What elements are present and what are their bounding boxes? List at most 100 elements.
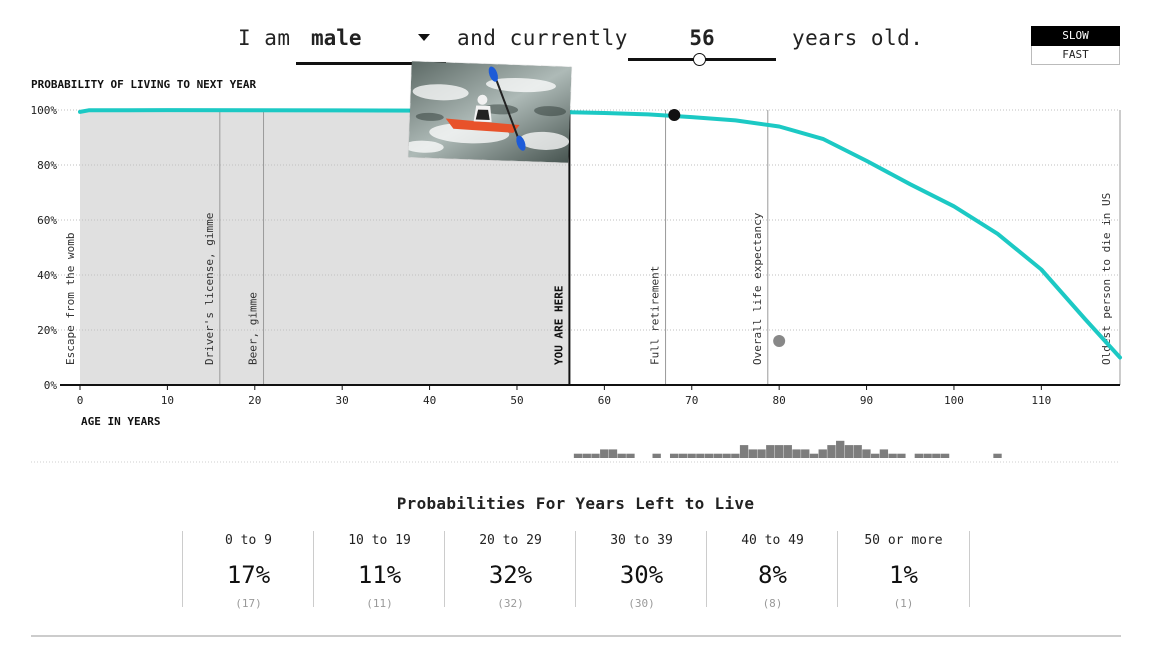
age-value: 56 — [689, 26, 715, 50]
histogram-bar — [704, 453, 714, 458]
bin-label: 10 to 19 — [348, 533, 411, 548]
you-are-here-label: YOU ARE HERE — [552, 286, 565, 365]
speed-toggle: SLOW FAST — [1031, 26, 1120, 65]
histogram-bar — [940, 453, 950, 458]
bin-percent: 11% — [357, 561, 402, 589]
x-tick-label: 80 — [773, 394, 786, 407]
histogram-bar — [678, 453, 688, 458]
bin-percent: 1% — [889, 561, 918, 589]
sex-select-value: male — [311, 26, 362, 50]
prefix-text: I am — [238, 26, 291, 50]
bin-20-29: 20 to 29 32% (32) — [444, 531, 576, 610]
bin-label: 20 to 29 — [479, 533, 542, 548]
kayaker-photo — [408, 61, 572, 163]
x-tick-label: 60 — [598, 394, 611, 407]
histogram-bar — [573, 453, 583, 458]
histogram-bar — [923, 453, 932, 458]
milestone-label: Driver's license, gimme — [203, 213, 216, 365]
bin-percent: 17% — [226, 561, 271, 589]
sentence-controls: I am male and currently 56 years old. — [0, 22, 1151, 66]
bin-40-49: 40 to 49 8% (8) — [706, 531, 838, 610]
x-tick-label: 20 — [248, 394, 261, 407]
histogram-bar — [844, 445, 854, 458]
y-tick-label: 0% — [44, 379, 58, 392]
chevron-down-icon — [418, 34, 430, 41]
histogram-bar — [608, 449, 618, 458]
histogram-bar — [617, 453, 626, 458]
histogram-bar — [731, 453, 740, 458]
bin-0-9: 0 to 9 17% (17) — [182, 531, 314, 610]
bin-percent: 8% — [758, 561, 787, 589]
histogram-bar — [766, 445, 775, 458]
simulation-marker — [668, 108, 681, 121]
histogram-bar — [652, 453, 661, 458]
speed-slow-button[interactable]: SLOW — [1031, 26, 1120, 46]
milestone-label: Oldest person to die in US — [1100, 193, 1113, 365]
bin-label: 50 or more — [864, 533, 943, 548]
histogram-bar — [748, 449, 757, 458]
histogram-bar — [827, 445, 836, 458]
bin-label: 30 to 39 — [610, 533, 673, 548]
histogram-bar — [818, 449, 827, 458]
histogram-bar — [888, 453, 897, 458]
middle-text: and currently — [457, 26, 628, 50]
x-tick-label: 50 — [510, 394, 523, 407]
bin-50-plus: 50 or more 1% (1) — [837, 531, 970, 610]
histogram-bar — [836, 440, 845, 458]
x-axis-label: AGE IN YEARS — [81, 415, 160, 428]
bin-label: 0 to 9 — [225, 533, 272, 548]
histogram-bar — [669, 453, 679, 458]
histogram-bar — [687, 453, 696, 458]
histogram-bar — [862, 449, 871, 458]
histogram-bar — [591, 453, 600, 458]
milestone-label: Full retirement — [649, 266, 662, 365]
y-axis-label: PROBABILITY OF LIVING TO NEXT YEAR — [31, 78, 257, 91]
histogram-bar — [801, 449, 810, 458]
survival-curve — [78, 108, 1122, 360]
y-tick-label: 100% — [31, 104, 58, 117]
speed-fast-button[interactable]: FAST — [1031, 46, 1120, 65]
survival-chart: 0% 20% 40% 60% 80% 100% PROBABILITY OF LIVING … — [31, 78, 1122, 463]
histogram-bar — [757, 449, 766, 458]
histogram-bar — [897, 453, 906, 458]
histogram-bar — [626, 453, 635, 458]
footer-divider — [31, 635, 1121, 637]
histogram-bar — [879, 449, 889, 458]
bin-count: (17) — [235, 597, 262, 610]
sex-select[interactable]: male — [296, 22, 446, 65]
histogram-bar — [932, 453, 941, 458]
x-tick-label: 110 — [1031, 394, 1051, 407]
age-control: 56 — [628, 22, 776, 66]
bin-count: (1) — [893, 597, 914, 610]
bin-10-19: 10 to 19 11% (11) — [313, 531, 445, 610]
x-tick-label: 70 — [685, 394, 698, 407]
y-tick-label: 80% — [37, 159, 57, 172]
age-slider-handle[interactable] — [693, 53, 707, 66]
x-tick-label: 90 — [860, 394, 873, 407]
x-tick-label: 30 — [336, 394, 349, 407]
histogram-bar — [774, 445, 784, 458]
suffix-text: years old. — [792, 26, 924, 50]
milestone-label: Escape from the womb — [64, 233, 77, 365]
summary-title: Probabilities For Years Left to Live — [396, 494, 755, 513]
bin-count: (11) — [366, 597, 393, 610]
x-tick-label: 0 — [77, 394, 84, 407]
histogram-bar — [792, 449, 801, 458]
histogram-bar — [696, 453, 705, 458]
histogram-bar — [722, 453, 731, 458]
histogram-bar — [809, 453, 819, 458]
bin-30-39: 30 to 39 30% (30) — [575, 531, 707, 610]
histogram-bar — [783, 445, 792, 458]
histogram-bar — [870, 453, 880, 458]
y-tick-label: 40% — [37, 269, 57, 282]
histogram-bar — [853, 445, 862, 458]
milestone-label: Overall life expectancy — [751, 212, 764, 365]
y-tick-label: 20% — [37, 324, 57, 337]
x-tick-label: 40 — [423, 394, 436, 407]
histogram-bar — [582, 453, 591, 458]
bin-percent: 30% — [619, 561, 664, 589]
bin-count: (8) — [762, 597, 783, 610]
histogram-bar — [713, 453, 723, 458]
milestone-label: Beer, gimme — [247, 292, 260, 365]
bin-label: 40 to 49 — [741, 533, 804, 548]
